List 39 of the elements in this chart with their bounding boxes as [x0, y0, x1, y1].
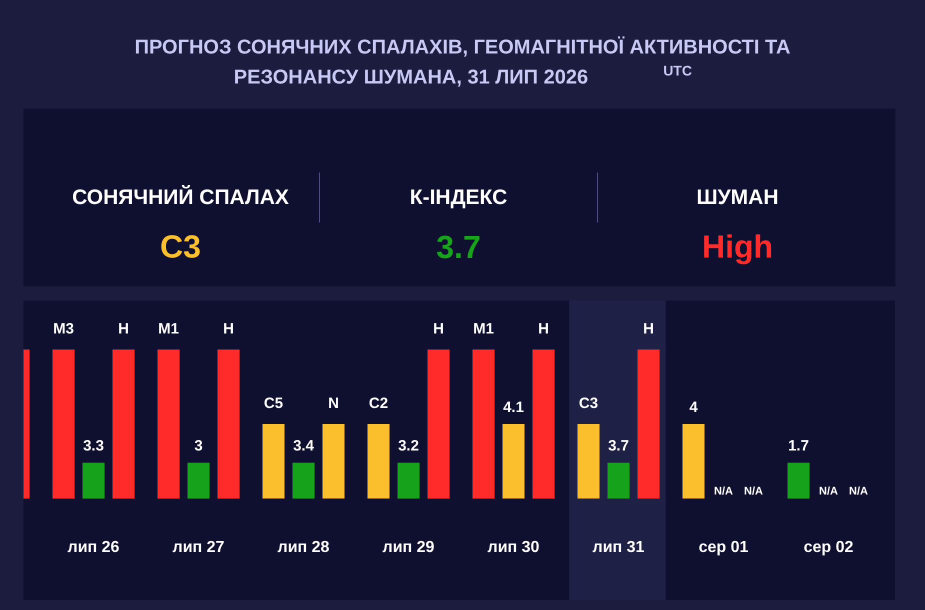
x-tick-label: лип 27 [172, 539, 225, 556]
x-tick-label: сер 01 [698, 539, 749, 556]
text: К-ІНДЕКС [410, 186, 508, 209]
x-tick-label: лип 31 [592, 539, 645, 556]
annotation: C3 [578, 395, 598, 412]
x-tick-label: лип 30 [488, 539, 540, 556]
annotation: 3.7 [608, 438, 629, 455]
annotation: C2 [368, 395, 388, 412]
text: СОНЯЧНИЙ СПАЛАХ [72, 184, 289, 209]
annotation: N/A [744, 486, 764, 498]
text: H [223, 320, 234, 338]
annotation: 4 [689, 399, 698, 416]
annotation: N/A [819, 486, 838, 498]
text: C3 [160, 228, 201, 264]
x-tick-label: сер 02 [804, 539, 854, 556]
text: ШУМАН [696, 186, 779, 209]
x-tick-label: лип 26 [68, 539, 120, 556]
annotation: N/A [849, 486, 868, 498]
annotation: N/A [714, 486, 734, 498]
annotation: 4.1 [503, 399, 524, 416]
annotation: 1.7 [788, 438, 809, 455]
x-tick-label: лип 29 [382, 539, 435, 556]
x-tick-label: лип 28 [278, 539, 330, 556]
annotation: C5 [264, 395, 284, 412]
text: H [643, 320, 654, 338]
annotation: N [328, 395, 339, 412]
annotation: 3.4 [293, 438, 315, 455]
text: High [702, 228, 774, 264]
text: M1 [473, 320, 494, 338]
text: M3 [53, 320, 74, 338]
annotation: 3.2 [398, 438, 419, 455]
annotation: 3.3 [83, 438, 104, 455]
text: H [118, 320, 129, 338]
text: H [538, 320, 549, 338]
annotation: 3 [194, 438, 203, 455]
text: H [433, 320, 444, 338]
text: 3.7 [436, 229, 481, 265]
text: M1 [158, 320, 179, 338]
chart-title: ПРОГНОЗ СОНЯЧНИХ СПАЛАХІВ, ГЕОМАГНІТНОЇ АКТИВНОСТІ ТА РЕЗОНАНСУ ШУМАНА, 31 ЛИП 2026 UTC [134, 36, 790, 88]
